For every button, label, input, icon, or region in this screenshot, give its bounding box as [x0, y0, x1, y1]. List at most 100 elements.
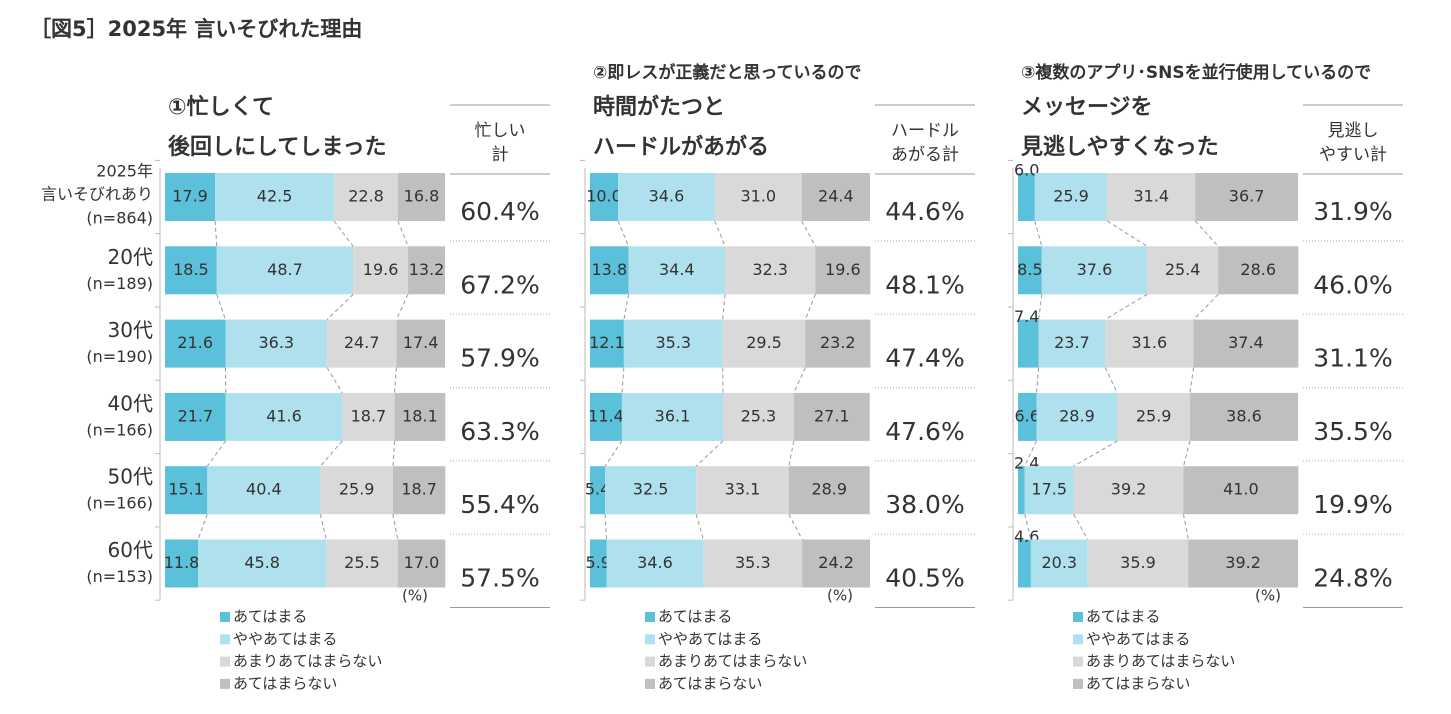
row-label: (n=166): [86, 420, 153, 439]
legend-swatch: [1073, 634, 1083, 645]
bar-segment: [165, 319, 226, 368]
connector: [1035, 367, 1040, 393]
value-label: 11.4: [588, 406, 624, 425]
unit-label: (%): [1255, 587, 1281, 605]
bar-segment: [397, 173, 445, 221]
legend-label: あてはまる: [233, 608, 307, 626]
value-label: 28.9: [811, 480, 847, 499]
bar-segment: [326, 539, 398, 588]
value-label: 11.8: [164, 553, 200, 572]
total-label: 57.5%: [460, 564, 539, 593]
value-label: 7.4: [1014, 307, 1039, 326]
connector: [216, 294, 226, 320]
total-label: 46.0%: [1313, 270, 1392, 299]
total-header: 見逃し: [1328, 121, 1379, 141]
panel-title: 時間がたつと: [593, 94, 725, 120]
value-label: 35.3: [655, 333, 691, 352]
value-label: 39.2: [1225, 553, 1261, 572]
connector: [326, 367, 343, 394]
bar-segment: [621, 392, 723, 441]
value-label: 24.2: [818, 553, 854, 572]
row-label: 50代: [108, 465, 153, 489]
legend-label: あまりあてはまらない: [1086, 652, 1235, 670]
value-label: 6.0: [1014, 161, 1039, 180]
page-title: ［図5］2025年 言いそびれた理由: [30, 17, 362, 41]
bar-segment: [408, 246, 445, 295]
bar-segment: [1087, 539, 1189, 588]
total-label: 35.5%: [1313, 417, 1392, 446]
unit-label: (%): [827, 587, 853, 605]
connector: [793, 367, 806, 394]
connector: [319, 514, 327, 540]
connector: [392, 440, 396, 467]
bar-segment: [590, 466, 606, 515]
legend-swatch: [645, 634, 655, 645]
row-label: 言いそびれあり: [41, 185, 153, 204]
value-label: 41.0: [1223, 480, 1259, 499]
connector: [1189, 367, 1195, 393]
legend-swatch: [220, 678, 230, 689]
connector: [621, 367, 625, 393]
bar-segment: [606, 539, 704, 588]
connector: [1073, 440, 1118, 467]
legend-swatch: [1073, 678, 1083, 689]
value-label: 31.4: [1133, 187, 1169, 206]
bar-segment: [216, 246, 354, 295]
bar-segment: [1018, 466, 1025, 515]
value-label: 38.6: [1226, 406, 1262, 425]
bar-segment: [392, 466, 446, 515]
connector: [1104, 293, 1148, 321]
bar-segment: [1183, 466, 1299, 515]
bar-segment: [714, 173, 802, 221]
bar-segment: [590, 173, 618, 221]
value-label: 37.6: [1077, 260, 1113, 279]
bar-segment: [215, 173, 335, 221]
value-label: 23.2: [820, 333, 856, 352]
value-label: 23.7: [1054, 333, 1090, 352]
legend-label: あてはまらない: [233, 674, 337, 692]
bar-segment: [802, 539, 870, 588]
legend-swatch: [645, 612, 655, 622]
value-label: 17.0: [404, 553, 440, 572]
legend-swatch: [1073, 656, 1083, 667]
bar-segment: [1107, 173, 1196, 221]
value-label: 34.6: [637, 553, 673, 572]
total-header: あがる計: [891, 145, 959, 165]
legend-swatch: [1073, 612, 1083, 622]
legend-label: ややあてはまる: [1086, 630, 1190, 648]
value-label: 35.3: [735, 553, 771, 572]
row-label: 40代: [108, 391, 153, 415]
value-label: 31.6: [1132, 333, 1168, 352]
total-label: 55.4%: [460, 490, 539, 519]
legend-swatch: [220, 656, 230, 667]
bar-segment: [165, 173, 216, 221]
total-label: 44.6%: [885, 197, 964, 226]
panel-title: メッセージを: [1021, 95, 1153, 120]
value-label: 25.3: [741, 406, 777, 425]
row-label: 30代: [108, 318, 153, 342]
bar-segment: [1188, 539, 1298, 588]
value-label: 41.6: [266, 406, 302, 425]
value-label: 12.1: [589, 333, 625, 352]
connector: [617, 220, 630, 247]
value-label: 37.4: [1228, 333, 1264, 352]
value-label: 10.0: [586, 187, 622, 206]
total-label: 47.4%: [885, 344, 964, 373]
value-label: 17.5: [1031, 480, 1067, 499]
bar-segment: [342, 392, 395, 441]
value-label: 25.9: [1136, 406, 1172, 425]
total-label: 57.9%: [460, 344, 539, 373]
row-label: 20代: [108, 245, 153, 269]
legend-label: あてはまる: [1086, 608, 1160, 626]
value-label: 48.7: [267, 260, 303, 279]
value-label: 31.0: [740, 187, 776, 206]
bar-segment: [1189, 392, 1298, 441]
value-label: 25.4: [1165, 260, 1201, 279]
legend-swatch: [645, 678, 655, 689]
bar-segment: [1218, 246, 1299, 295]
value-label: 28.6: [1240, 260, 1276, 279]
value-label: 18.5: [173, 260, 209, 279]
total-label: 47.6%: [885, 417, 964, 446]
connector: [695, 440, 724, 467]
